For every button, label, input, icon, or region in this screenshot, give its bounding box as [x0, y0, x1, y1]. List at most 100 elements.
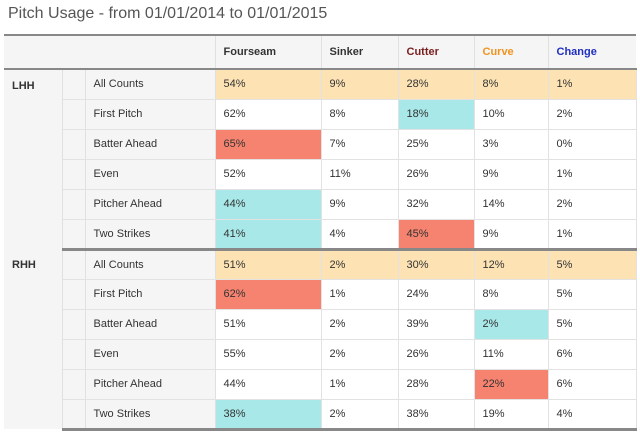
row-spacer	[62, 279, 86, 310]
usage-cell-fourseam: 51%	[215, 249, 322, 280]
count-label-two-strikes: Two Strikes	[85, 219, 216, 251]
usage-cell-curve: 11%	[474, 339, 549, 370]
column-header-curve[interactable]: Curve	[473, 34, 548, 70]
table-row: First Pitch 62% 8% 18% 10% 2%	[4, 99, 637, 130]
batter-hand-rhh: RHH	[4, 249, 63, 429]
usage-cell-fourseam: 41%	[215, 219, 322, 251]
usage-cell-fourseam: 62%	[215, 279, 322, 310]
count-label-first-pitch: First Pitch	[85, 99, 216, 130]
usage-cell-sinker: 1%	[321, 279, 399, 310]
count-label-even: Even	[85, 159, 216, 190]
usage-cell-sinker: 7%	[321, 129, 399, 160]
usage-cell-cutter: 32%	[398, 189, 475, 220]
usage-cell-change: 1%	[548, 219, 637, 251]
table-row: Even 52% 11% 26% 9% 1%	[4, 159, 637, 190]
table-header-row: Fourseam Sinker Cutter Curve Change	[4, 34, 636, 70]
usage-cell-change: 1%	[548, 69, 637, 100]
usage-cell-sinker: 4%	[321, 219, 399, 251]
row-spacer	[62, 69, 86, 100]
usage-cell-sinker: 9%	[321, 189, 399, 220]
usage-cell-curve: 3%	[474, 129, 549, 160]
column-header-sinker[interactable]: Sinker	[320, 34, 398, 70]
count-label-two-strikes: Two Strikes	[85, 399, 216, 431]
usage-cell-change: 5%	[548, 279, 637, 310]
count-label-batter-ahead: Batter Ahead	[85, 309, 216, 340]
usage-cell-fourseam: 55%	[215, 339, 322, 370]
table-row: Batter Ahead 65% 7% 25% 3% 0%	[4, 129, 637, 160]
table-row: First Pitch 62% 1% 24% 8% 5%	[4, 279, 637, 310]
header-blank	[85, 34, 215, 70]
usage-cell-cutter: 26%	[398, 339, 475, 370]
usage-cell-sinker: 11%	[321, 159, 399, 190]
usage-cell-fourseam: 54%	[215, 69, 322, 100]
usage-cell-curve: 2%	[474, 309, 549, 340]
count-label-all-counts: All Counts	[85, 249, 216, 280]
usage-cell-curve: 9%	[474, 219, 549, 251]
table-row: Two Strikes 38% 2% 38% 19% 4%	[4, 399, 637, 431]
count-label-first-pitch: First Pitch	[85, 279, 216, 310]
header-blank	[4, 34, 62, 70]
table-row: LHH All Counts 54% 9% 28% 8% 1%	[4, 69, 637, 249]
usage-cell-curve: 10%	[474, 99, 549, 130]
batter-hand-lhh: LHH	[4, 69, 63, 249]
count-label-pitcher-ahead: Pitcher Ahead	[85, 369, 216, 400]
count-label-all-counts: All Counts	[85, 69, 216, 100]
column-header-cutter[interactable]: Cutter	[397, 34, 474, 70]
header-blank	[62, 34, 85, 70]
usage-cell-fourseam: 51%	[215, 309, 322, 340]
usage-cell-curve: 14%	[474, 189, 549, 220]
usage-cell-cutter: 26%	[398, 159, 475, 190]
usage-cell-cutter: 45%	[398, 219, 475, 251]
usage-cell-sinker: 8%	[321, 99, 399, 130]
usage-cell-sinker: 9%	[321, 69, 399, 100]
table-row: Even 55% 2% 26% 11% 6%	[4, 339, 637, 370]
usage-cell-curve: 22%	[474, 369, 549, 400]
usage-cell-change: 4%	[548, 399, 637, 431]
usage-cell-curve: 19%	[474, 399, 549, 431]
pitch-usage-table: Fourseam Sinker Cutter Curve Change LHH A…	[4, 34, 637, 431]
usage-cell-sinker: 2%	[321, 399, 399, 431]
usage-cell-sinker: 1%	[321, 369, 399, 400]
usage-cell-fourseam: 65%	[215, 129, 322, 160]
usage-cell-cutter: 25%	[398, 129, 475, 160]
usage-cell-curve: 12%	[474, 249, 549, 280]
usage-cell-curve: 9%	[474, 159, 549, 190]
row-spacer	[62, 369, 86, 400]
row-spacer	[62, 99, 86, 130]
usage-cell-cutter: 24%	[398, 279, 475, 310]
row-spacer	[62, 339, 86, 370]
row-spacer	[62, 219, 86, 251]
usage-cell-change: 2%	[548, 99, 637, 130]
count-label-even: Even	[85, 339, 216, 370]
usage-cell-cutter: 30%	[398, 249, 475, 280]
usage-cell-fourseam: 52%	[215, 159, 322, 190]
usage-cell-change: 6%	[548, 339, 637, 370]
usage-cell-fourseam: 44%	[215, 189, 322, 220]
usage-cell-cutter: 39%	[398, 309, 475, 340]
usage-cell-change: 0%	[548, 129, 637, 160]
usage-cell-sinker: 2%	[321, 339, 399, 370]
row-spacer	[62, 399, 86, 431]
usage-cell-sinker: 2%	[321, 249, 399, 280]
usage-cell-cutter: 38%	[398, 399, 475, 431]
usage-cell-change: 5%	[548, 249, 637, 280]
usage-cell-change: 2%	[548, 189, 637, 220]
row-spacer	[62, 249, 86, 280]
column-header-fourseam[interactable]: Fourseam	[214, 34, 321, 70]
table-row: Batter Ahead 51% 2% 39% 2% 5%	[4, 309, 637, 340]
usage-cell-cutter: 18%	[398, 99, 475, 130]
usage-cell-curve: 8%	[474, 279, 549, 310]
table-row: Pitcher Ahead 44% 1% 28% 22% 6%	[4, 369, 637, 400]
usage-cell-cutter: 28%	[398, 69, 475, 100]
page-title: Pitch Usage - from 01/01/2014 to 01/01/2…	[8, 5, 328, 22]
usage-cell-fourseam: 62%	[215, 99, 322, 130]
count-label-batter-ahead: Batter Ahead	[85, 129, 216, 160]
column-header-change[interactable]: Change	[547, 34, 636, 70]
usage-cell-cutter: 28%	[398, 369, 475, 400]
row-spacer	[62, 129, 86, 160]
usage-cell-curve: 8%	[474, 69, 549, 100]
table-row: RHH All Counts 51% 2% 30% 12% 5%	[4, 249, 637, 429]
table-row: Two Strikes 41% 4% 45% 9% 1%	[4, 219, 637, 251]
usage-cell-change: 6%	[548, 369, 637, 400]
row-spacer	[62, 189, 86, 220]
